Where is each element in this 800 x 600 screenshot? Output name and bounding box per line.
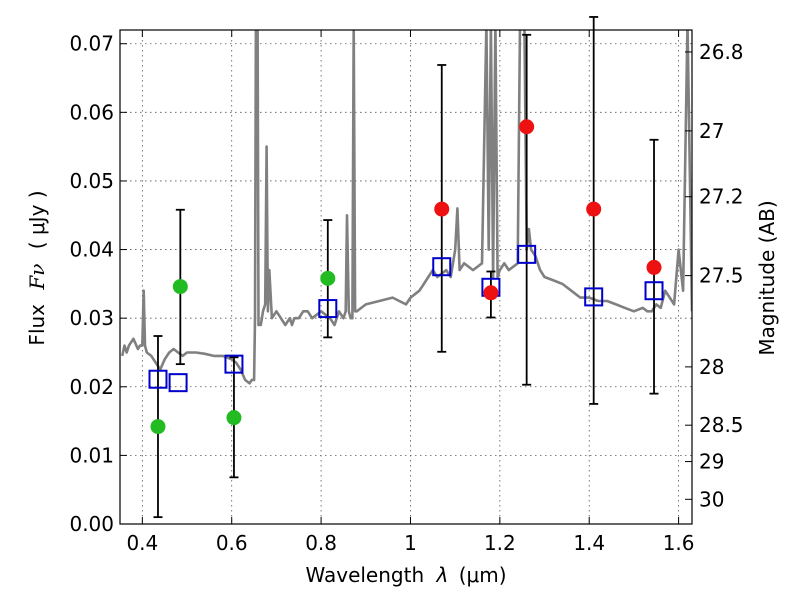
green-data-point bbox=[150, 419, 166, 435]
mag-tick-label: 26.8 bbox=[699, 40, 744, 64]
red-data-point bbox=[646, 259, 662, 275]
mag-tick-label: 28 bbox=[699, 355, 724, 379]
model-flux-square bbox=[584, 287, 604, 307]
x-axis-label: Wavelength λ (μm) bbox=[305, 563, 506, 587]
x-tick-label: 0.4 bbox=[126, 531, 158, 555]
grid-layer bbox=[120, 30, 692, 525]
y2-axis-label: Magnitude (AB) bbox=[755, 200, 779, 355]
y-axis-label-symbol: Fν bbox=[25, 264, 49, 291]
x-tick-label: 1.4 bbox=[573, 531, 605, 555]
x-axis-label-symbol: λ bbox=[436, 563, 449, 587]
x-tick-label: 0.8 bbox=[305, 531, 337, 555]
x-tick-label: 0.6 bbox=[216, 531, 248, 555]
axis-layer: 0.4 0.6 0.8 1 1.2 1.4 1.6 0.00 0.01 0.02 0.03 0.04 0… bbox=[69, 30, 744, 555]
y-tick-label: 0.04 bbox=[69, 238, 114, 262]
y-axis-label-unit: ( μJy ) bbox=[25, 190, 49, 249]
model-flux-square bbox=[168, 373, 188, 393]
green-data-point bbox=[226, 410, 242, 426]
y-tick-label: 0.06 bbox=[69, 100, 114, 124]
model-flux-square bbox=[517, 244, 537, 264]
y-tick-label: 0.05 bbox=[69, 169, 114, 193]
x-tick-label: 1.6 bbox=[663, 531, 695, 555]
y-axis-label: Flux Fν ( μJy ) bbox=[25, 190, 49, 345]
red-data-point bbox=[519, 119, 535, 135]
mag-tick-label: 28.5 bbox=[699, 413, 744, 437]
y-tick-label: 0.01 bbox=[69, 443, 114, 467]
x-axis-label-text: Wavelength bbox=[305, 563, 424, 587]
model-flux-square bbox=[318, 299, 338, 319]
model-flux-square bbox=[148, 369, 168, 389]
x-tick-label: 1.2 bbox=[484, 531, 516, 555]
y-axis-label-text: Flux bbox=[25, 304, 49, 346]
y-tick-label: 0.07 bbox=[69, 32, 114, 56]
green-data-point bbox=[172, 279, 188, 295]
marker-layer bbox=[148, 16, 664, 519]
model-flux-square bbox=[644, 281, 664, 301]
model-flux-square bbox=[432, 257, 452, 277]
red-data-point bbox=[586, 201, 602, 217]
red-data-point bbox=[483, 285, 499, 301]
model-spectrum-line bbox=[120, 30, 692, 385]
green-data-point bbox=[320, 270, 336, 286]
plot-frame bbox=[119, 29, 693, 525]
x-axis-label-unit: (μm) bbox=[459, 563, 507, 587]
mag-tick-label: 27 bbox=[699, 119, 724, 143]
y-tick-label: 0.03 bbox=[69, 306, 114, 330]
y-tick-label: 0.02 bbox=[69, 375, 114, 399]
x-tick-label: 1 bbox=[404, 531, 417, 555]
red-data-point bbox=[434, 201, 450, 217]
mag-tick-label: 30 bbox=[699, 487, 724, 511]
mag-tick-label: 27.5 bbox=[699, 264, 744, 288]
mag-tick-label: 27.2 bbox=[699, 185, 744, 209]
mag-tick-label: 29 bbox=[699, 450, 724, 474]
plot-layer bbox=[120, 30, 692, 385]
model-flux-square bbox=[224, 354, 244, 374]
y-tick-label: 0.00 bbox=[69, 512, 114, 536]
